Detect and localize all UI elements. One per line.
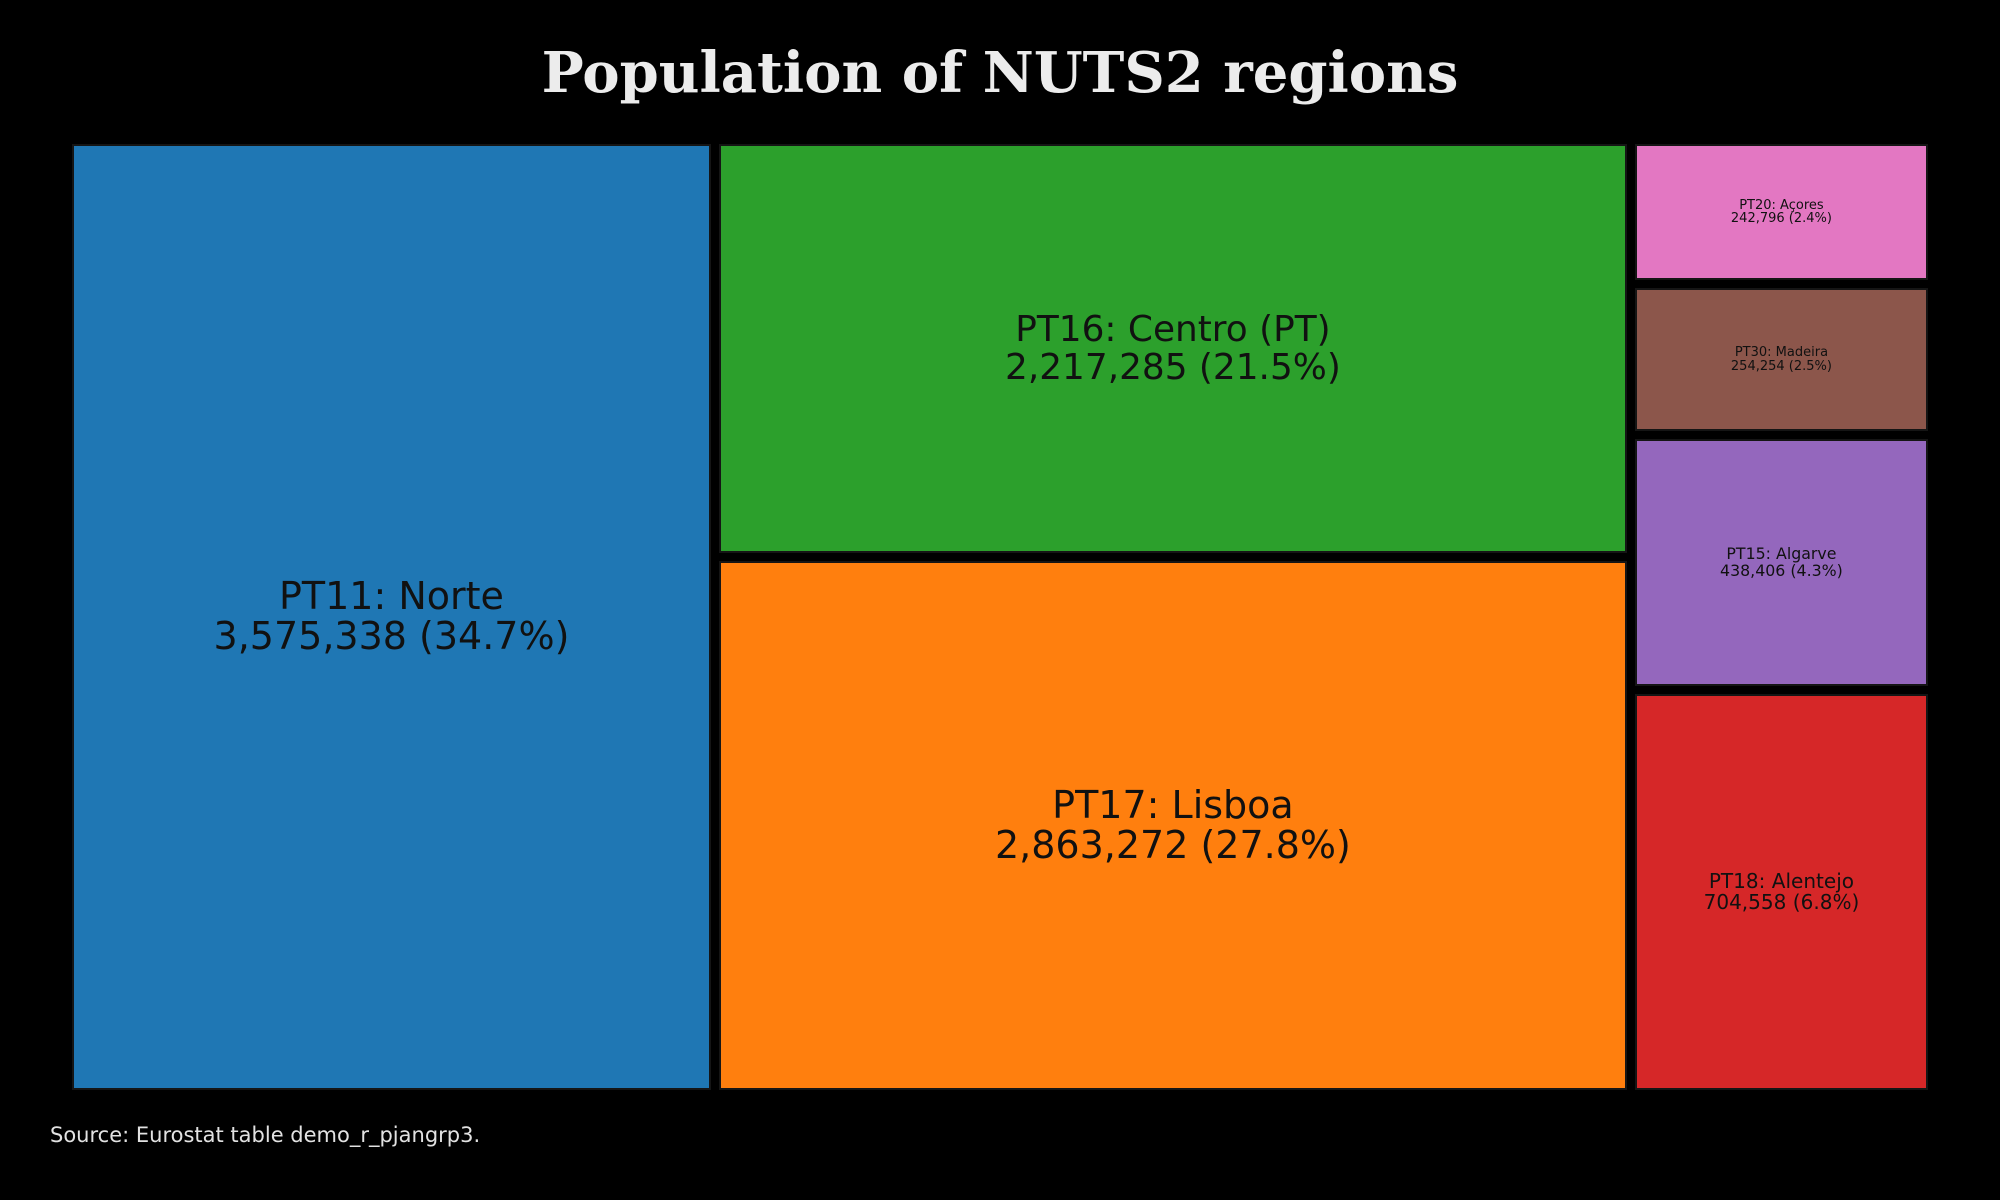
tile-label: PT16: Centro (PT) — [1015, 309, 1331, 351]
tile-value: 2,217,285 (21.5%) — [1005, 346, 1341, 388]
treemap-tile-madeira: PT30: Madeira 254,254 (2.5%) — [1634, 288, 1928, 432]
tile-label: PT30: Madeira — [1734, 345, 1829, 361]
treemap-tile-lisboa: PT17: Lisboa 2,863,272 (27.8%) — [718, 561, 1627, 1090]
tile-label: PT20: Açores — [1739, 197, 1824, 213]
chart-title: Population of NUTS2 regions — [541, 40, 1459, 106]
tile-value: 242,796 (2.4%) — [1730, 211, 1832, 227]
tile-label: PT17: Lisboa — [1052, 782, 1294, 827]
treemap-tile-acores: PT20: Açores 242,796 (2.4%) — [1634, 144, 1928, 281]
treemap-area: PT11: Norte 3,575,338 (34.7%) PT16: Centro… — [72, 144, 1928, 1090]
tile-value: 438,406 (4.3%) — [1720, 560, 1843, 580]
treemap-tile-alentejo: PT18: Alentejo 704,558 (6.8%) — [1634, 693, 1928, 1090]
tile-value: 704,558 (6.8%) — [1703, 889, 1860, 914]
tile-value: 2,863,272 (27.8%) — [995, 822, 1351, 867]
tile-label: PT11: Norte — [279, 574, 504, 619]
tile-label: PT18: Alentejo — [1708, 868, 1855, 893]
treemap-tile-norte: PT11: Norte 3,575,338 (34.7%) — [72, 144, 711, 1090]
treemap-tile-algarve: PT15: Algarve 438,406 (4.3%) — [1634, 439, 1928, 686]
tile-value: 254,254 (2.5%) — [1730, 358, 1832, 374]
tile-value: 3,575,338 (34.7%) — [213, 614, 570, 658]
treemap-tile-centro: PT16: Centro (PT) 2,217,285 (21.5%) — [718, 144, 1627, 554]
source-note: Source: Eurostat table demo_r_pjangrp3. — [50, 1123, 481, 1147]
tile-label: PT15: Algarve — [1726, 544, 1837, 564]
